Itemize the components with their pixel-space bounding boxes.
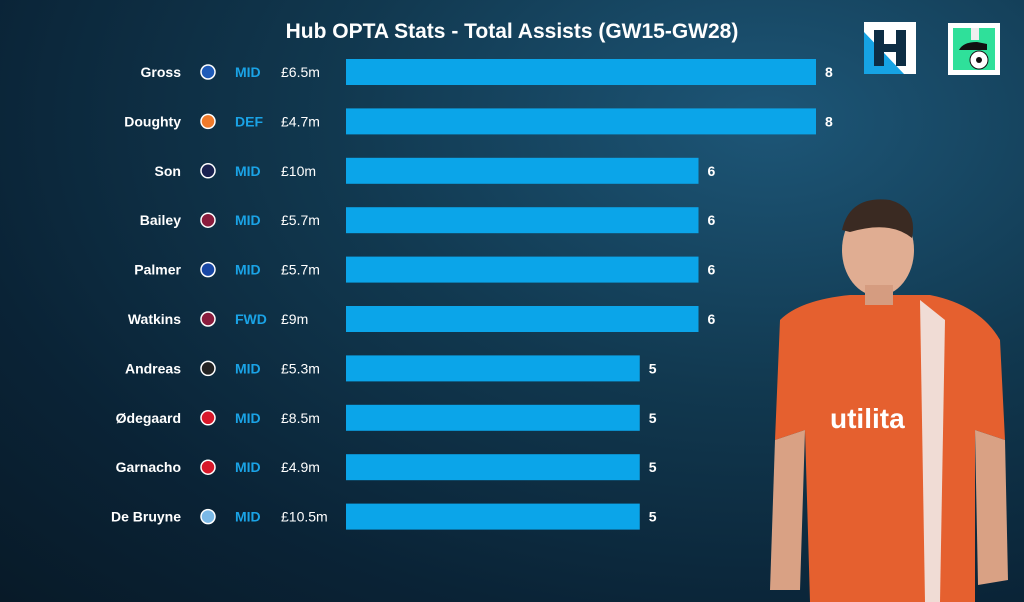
- position-label: MID: [235, 360, 261, 376]
- bar-andreas: [346, 355, 640, 382]
- position-label: MID: [235, 262, 261, 278]
- player-name-label: De Bruyne: [111, 509, 181, 525]
- price-label: £6.5m: [281, 64, 320, 80]
- value-label: 5: [649, 509, 657, 525]
- value-label: 5: [649, 410, 657, 426]
- player-name-label: Son: [155, 163, 181, 179]
- bar-doughty: [346, 108, 816, 135]
- player-name-label: Watkins: [128, 311, 181, 327]
- bar-watkins: [346, 306, 699, 332]
- luton-badge-icon: [200, 113, 216, 130]
- position-label: DEF: [235, 113, 263, 129]
- bar-gross: [346, 59, 816, 85]
- tottenham-badge-icon: [200, 163, 216, 179]
- bar-palmer: [346, 256, 699, 283]
- value-label: 6: [708, 311, 716, 327]
- man-city-badge-icon: [200, 508, 216, 525]
- price-label: £4.9m: [281, 459, 320, 475]
- price-label: £5.7m: [281, 212, 320, 228]
- football-boot-logo: [948, 23, 1000, 75]
- arsenal-badge-icon: [200, 410, 216, 426]
- value-label: 6: [708, 163, 716, 179]
- player-name-label: Garnacho: [116, 459, 181, 475]
- player-name-label: Gross: [141, 64, 182, 80]
- value-label: 8: [825, 64, 833, 80]
- bar-ødegaard: [346, 404, 640, 431]
- chart-title: Hub OPTA Stats - Total Assists (GW15-GW2…: [285, 20, 739, 43]
- value-label: 5: [649, 459, 657, 475]
- fulham-badge-icon: [200, 360, 216, 377]
- player-name-label: Doughty: [124, 113, 181, 129]
- player-name-label: Bailey: [140, 212, 181, 228]
- position-label: MID: [235, 212, 261, 228]
- hub-logo: [864, 22, 916, 74]
- position-label: MID: [235, 64, 261, 80]
- price-label: £10m: [281, 163, 316, 179]
- player-name-label: Palmer: [134, 262, 181, 278]
- bar-bailey: [346, 207, 699, 234]
- player-image: utilita: [770, 199, 1008, 602]
- value-label: 8: [825, 113, 833, 129]
- aston-villa-badge-icon: [200, 212, 216, 228]
- position-label: MID: [235, 509, 261, 525]
- bar-garnacho: [346, 454, 640, 481]
- price-label: £5.7m: [281, 262, 320, 278]
- price-label: £8.5m: [281, 410, 320, 426]
- chelsea-badge-icon: [200, 261, 216, 278]
- player-name-label: Ødegaard: [116, 410, 181, 426]
- price-label: £10.5m: [281, 509, 328, 525]
- value-label: 6: [708, 212, 716, 228]
- player-name-label: Andreas: [125, 360, 181, 376]
- price-label: £5.3m: [281, 360, 320, 376]
- value-label: 6: [708, 262, 716, 278]
- position-label: MID: [235, 410, 261, 426]
- position-label: MID: [235, 163, 261, 179]
- position-label: FWD: [235, 311, 267, 327]
- value-label: 5: [649, 360, 657, 376]
- aston-villa-badge-icon: [200, 311, 216, 327]
- price-label: £4.7m: [281, 113, 320, 129]
- bar-de-bruyne: [346, 503, 640, 530]
- bar-son: [346, 157, 699, 184]
- svg-text:utilita: utilita: [830, 403, 905, 434]
- position-label: MID: [235, 459, 261, 475]
- brighton-badge-icon: [200, 64, 216, 80]
- price-label: £9m: [281, 311, 308, 327]
- man-utd-badge-icon: [200, 459, 216, 475]
